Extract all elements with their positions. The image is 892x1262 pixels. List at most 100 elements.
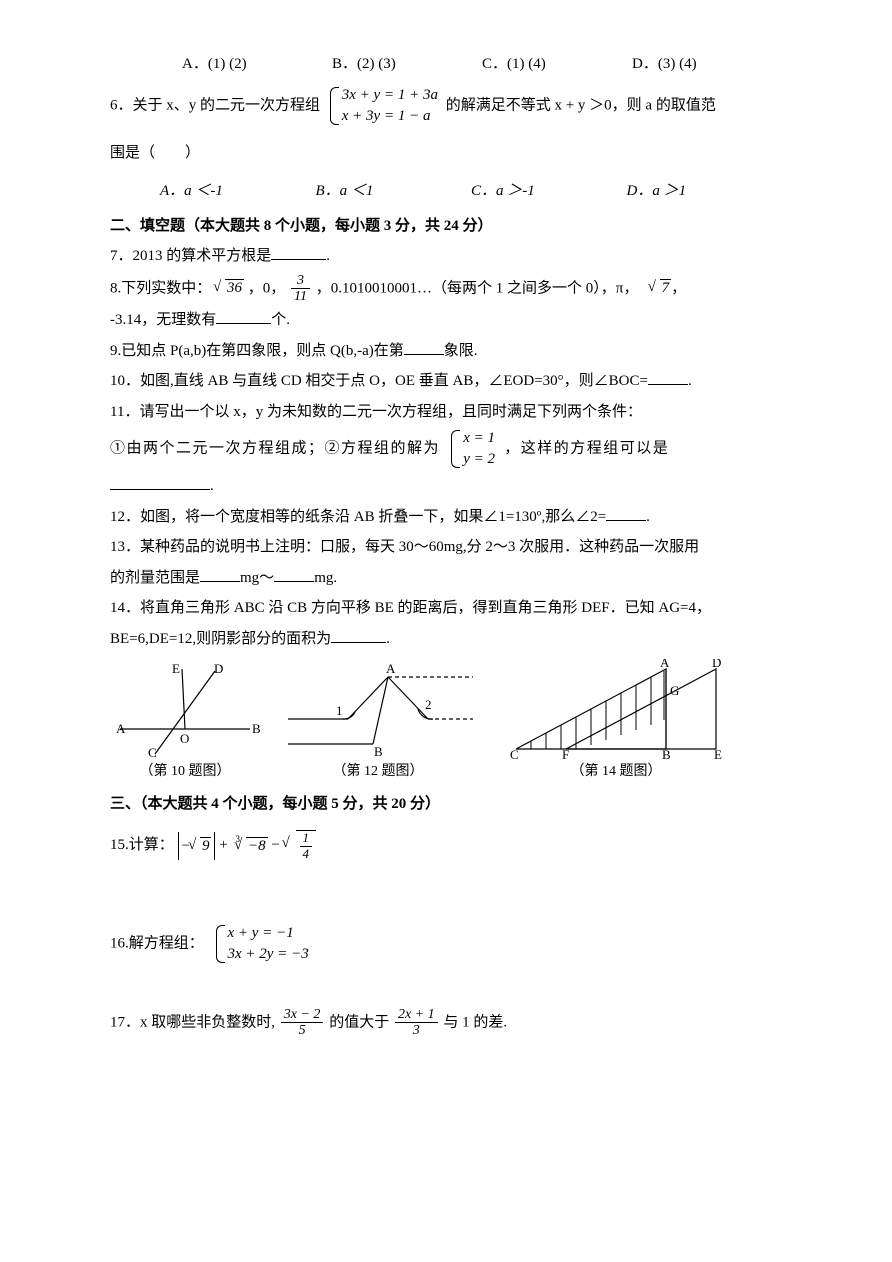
fig10-caption: （第 10 题图）: [110, 759, 260, 786]
q10-blank: [648, 369, 688, 385]
q9: 9.已知点 P(a,b)在第四象限，则点 Q(b,-a)在第 象限.: [110, 337, 782, 366]
q11-a: 11．请写出一个以 x，y 为未知数的二元一次方程组，且同时满足下列两个条件：: [110, 398, 782, 427]
q6-sys-r2: x + 3y = 1 − a: [342, 106, 438, 127]
q6-sys-r1: 3x + y = 1 + 3a: [342, 85, 438, 106]
q8-c: ，0.1010010001…（每两个 1 之间多一个 0），π，: [316, 280, 639, 296]
fig10-B: B: [252, 721, 260, 736]
q8-sqrt36-rad: 36: [225, 279, 244, 296]
q11-sys-r1: x = 1: [463, 428, 495, 449]
q6-post-text: 的解满足不等式 x + y ＞0，则 a 的取值范: [446, 97, 716, 113]
q5-opt-c: C．(1) (4): [482, 50, 632, 79]
q15-frac-den: 4: [300, 847, 313, 861]
q17: 17．x 取哪些非负整数时, 3x − 2 5 的值大于 2x + 1 3 与 …: [110, 1007, 782, 1039]
fig12-B: B: [374, 744, 383, 759]
fig12-1: 1: [336, 703, 343, 718]
q17-c: 与 1 的差.: [443, 1014, 507, 1030]
q6-opt-d: D．a ＞1: [627, 177, 783, 206]
fig14: A D G C F B E （第 14 题图）: [496, 659, 736, 786]
q8-b: ，0，: [248, 280, 286, 296]
q13-a: 13．某种药品的说明书上注明：口服，每天 30～60mg,分 2～3 次服用．这…: [110, 533, 782, 562]
fig14-D: D: [712, 659, 721, 670]
q15-cbrt: −8: [236, 832, 268, 861]
fig14-caption: （第 14 题图）: [496, 759, 736, 786]
q17-f2n: 2x + 1: [395, 1007, 438, 1023]
q11-c: ，这样的方程组可以是: [504, 441, 669, 457]
q15-label: 15.计算：: [110, 838, 174, 854]
q7-text: 7．2013 的算术平方根是: [110, 248, 271, 264]
q8-sqrt36: 36: [215, 274, 244, 303]
q17-frac2: 2x + 1 3: [395, 1007, 438, 1039]
q6-opt-c: C．a ＞-1: [471, 177, 627, 206]
fig14-E: E: [714, 747, 722, 759]
spacer-q15: [110, 863, 782, 913]
q14-blank: [331, 627, 386, 643]
q5-opt-b: B．(2) (3): [332, 50, 482, 79]
fig10-D: D: [214, 661, 223, 676]
q16-r2: 3x + 2y = −3: [228, 944, 309, 965]
q17-b: 的值大于: [329, 1014, 389, 1030]
fig10-svg: A B C D E O: [110, 659, 260, 759]
fig10-C: C: [148, 745, 157, 759]
q6-tail: 围是（ ）: [110, 139, 782, 168]
q8-frac-den: 11: [291, 289, 310, 304]
q17-f1d: 5: [281, 1023, 324, 1038]
q8-a: 8.下列实数中：: [110, 280, 211, 296]
q12-b: .: [646, 509, 650, 525]
q16-system: x + y = −1 3x + 2y = −3: [214, 923, 309, 965]
q9-blank: [404, 339, 444, 355]
fig10-E: E: [172, 661, 180, 676]
q9-b: 象限.: [444, 343, 478, 359]
fig10: A B C D E O （第 10 题图）: [110, 659, 260, 786]
q6-options-row: A．a ＜-1 B．a ＜1 C．a ＞-1 D．a ＞1: [160, 177, 782, 206]
q11-blank: [110, 474, 210, 490]
q13-blank2: [274, 566, 314, 582]
q11-blank-row: .: [110, 472, 782, 501]
q6-stem: 6．关于 x、y 的二元一次方程组 3x + y = 1 + 3a x + 3y…: [110, 85, 782, 127]
q11-system: x = 1 y = 2: [449, 428, 495, 470]
q15-sqrt9-rad: 9: [200, 837, 212, 854]
q7: 7．2013 的算术平方根是.: [110, 242, 782, 271]
q16-label: 16.解方程组：: [110, 935, 204, 951]
q9-a: 9.已知点 P(a,b)在第四象限，则点 Q(b,-a)在第: [110, 343, 404, 359]
q11-sys-r2: y = 2: [463, 449, 495, 470]
q13-c: mg～: [240, 570, 274, 586]
q10-a: 10．如图,直线 AB 与直线 CD 相交于点 O，OE 垂直 AB，∠EOD=…: [110, 373, 648, 389]
q15-plus: +: [219, 838, 231, 854]
q8-blank: [216, 308, 271, 324]
q17-frac1: 3x − 2 5: [281, 1007, 324, 1039]
q13-line2: 的剂量范围是mg～mg.: [110, 564, 782, 593]
q8-tail2: 个.: [271, 312, 290, 328]
q8-frac: 3 11: [291, 273, 310, 305]
figures-row: A B C D E O （第 10 题图）: [110, 659, 782, 786]
q10-b: .: [688, 373, 692, 389]
q15-cbrt-rad: −8: [246, 837, 268, 854]
q11-line2: ①由两个二元一次方程组成；②方程组的解为 x = 1 y = 2 ，这样的方程组…: [110, 428, 782, 470]
q6-post: 的解满足不等式 x + y ＞0，则 a 的取值范: [446, 97, 716, 113]
q17-a: 17．x 取哪些非负整数时,: [110, 1014, 275, 1030]
q5-opt-a: A．(1) (2): [182, 50, 332, 79]
q11-b: ①由两个二元一次方程组成；②方程组的解为: [110, 441, 440, 457]
q8: 8.下列实数中： 36 ，0， 3 11 ，0.1010010001…（每两个 …: [110, 273, 782, 305]
fig12-caption: （第 12 题图）: [278, 759, 478, 786]
q11-dot: .: [210, 478, 214, 494]
q14-c: .: [386, 631, 390, 647]
q13-blank1: [200, 566, 240, 582]
q15-frac-num: 1: [300, 831, 313, 846]
fig12: A B 1 2 （第 12 题图）: [278, 659, 478, 786]
q14-line2: BE=6,DE=12,则阴影部分的面积为.: [110, 625, 782, 654]
q7-blank: [271, 244, 326, 260]
q16: 16.解方程组： x + y = −1 3x + 2y = −3: [110, 923, 782, 965]
q15-abs: −9: [178, 832, 216, 861]
q10: 10．如图,直线 AB 与直线 CD 相交于点 O，OE 垂直 AB，∠EOD=…: [110, 367, 782, 396]
q6-pre: 6．关于 x、y 的二元一次方程组: [110, 97, 320, 113]
q15: 15.计算： −9 + 3−8 − 1 4: [110, 830, 782, 861]
q8-tail: -3.14，无理数有个.: [110, 306, 782, 335]
q8-sqrt7: 7: [650, 274, 672, 303]
q16-r1: x + y = −1: [228, 923, 309, 944]
q8-sqrt7-rad: 7: [660, 279, 672, 296]
fig10-A: A: [116, 721, 126, 736]
spacer-q16: [110, 967, 782, 1007]
fig12-svg: A B 1 2: [278, 659, 478, 759]
q15-sqrt9: 9: [190, 832, 212, 861]
fig14-G: G: [670, 683, 679, 698]
